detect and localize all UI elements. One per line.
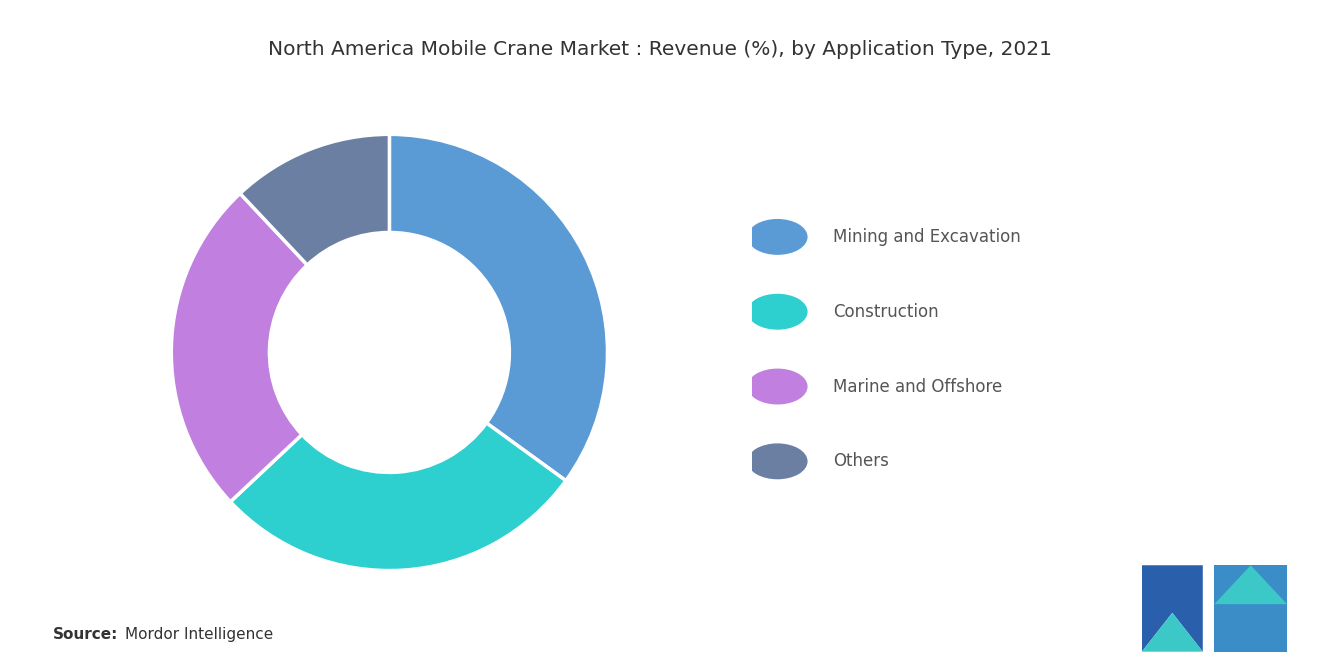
Wedge shape bbox=[240, 134, 389, 265]
Text: Construction: Construction bbox=[833, 303, 939, 321]
Polygon shape bbox=[1214, 565, 1287, 604]
Polygon shape bbox=[1142, 613, 1203, 652]
Circle shape bbox=[747, 444, 808, 479]
Text: Mordor Intelligence: Mordor Intelligence bbox=[125, 626, 273, 642]
Wedge shape bbox=[172, 194, 308, 502]
Polygon shape bbox=[1142, 565, 1203, 652]
Circle shape bbox=[269, 233, 510, 472]
Text: North America Mobile Crane Market : Revenue (%), by Application Type, 2021: North America Mobile Crane Market : Reve… bbox=[268, 40, 1052, 59]
Circle shape bbox=[747, 219, 808, 255]
Text: Source:: Source: bbox=[53, 626, 119, 642]
Text: Mining and Excavation: Mining and Excavation bbox=[833, 228, 1020, 246]
Wedge shape bbox=[231, 423, 566, 571]
Text: Others: Others bbox=[833, 452, 888, 470]
Polygon shape bbox=[1214, 565, 1287, 652]
Circle shape bbox=[747, 368, 808, 404]
Wedge shape bbox=[389, 134, 607, 481]
Circle shape bbox=[747, 294, 808, 330]
Text: Marine and Offshore: Marine and Offshore bbox=[833, 378, 1002, 396]
